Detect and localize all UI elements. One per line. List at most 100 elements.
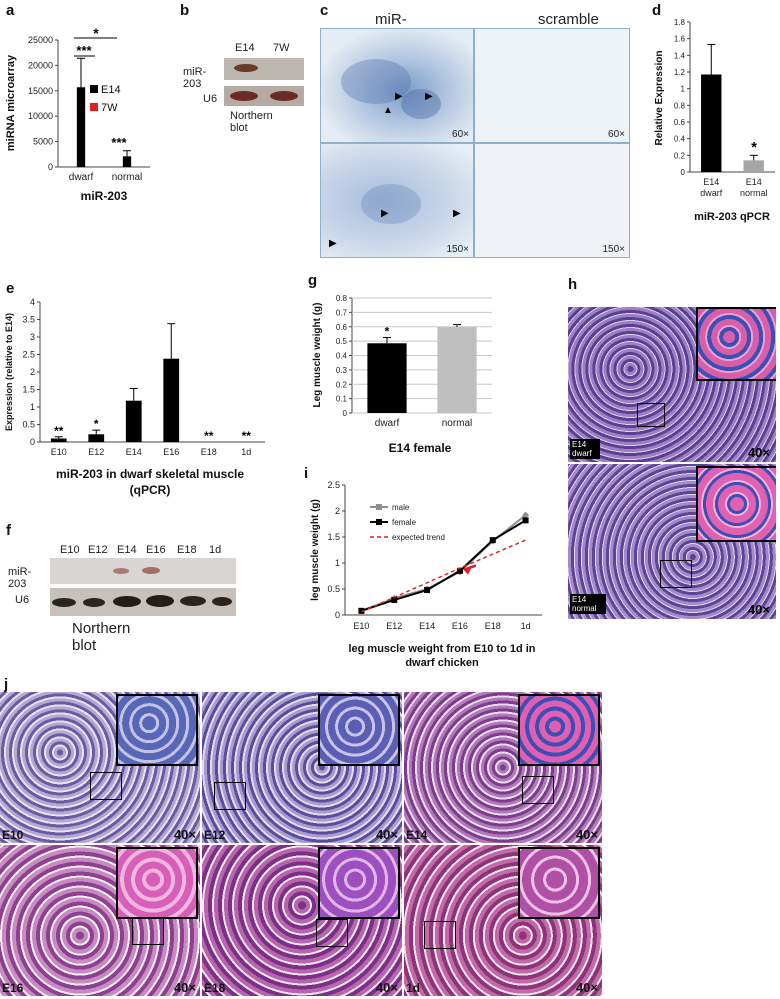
- x-axis-label: leg muscle weight from E10 to 1d in: [348, 643, 535, 655]
- zoom-region-box: [90, 772, 122, 800]
- chart-i: 0 0.5 1 1.5 2 2.5 E10 E12 E14 E16 E18 1d male female e…: [310, 480, 542, 669]
- panel-letter: c: [320, 2, 329, 19]
- legend-marker: [376, 504, 382, 510]
- bar: [367, 343, 407, 413]
- zoom-inset: [518, 694, 600, 766]
- chart-d: 00.20.40.60.811.21.41.61.8E14dwarfE14nor…: [654, 18, 775, 223]
- x-tick-label: E12: [386, 621, 402, 631]
- series-line: [361, 539, 526, 613]
- x-tick-label: E16: [452, 621, 468, 631]
- x-axis-label: E14 female: [389, 441, 452, 455]
- y-tick-label: 1.4: [674, 51, 686, 60]
- significance-mark: *: [751, 139, 757, 156]
- panel-letter: j: [4, 676, 9, 693]
- data-point: [456, 567, 463, 574]
- northern-blot-band: [224, 58, 304, 80]
- data-point: [522, 517, 529, 524]
- legend-label: E14: [101, 84, 121, 96]
- y-tick-label: 0.6: [674, 118, 686, 127]
- bar: [50, 438, 67, 442]
- magnification-label: 40×: [747, 445, 770, 460]
- data-point: [489, 537, 496, 544]
- data-point: [391, 596, 398, 603]
- panel-letter: i: [304, 465, 309, 482]
- y-axis-label: Expression (relative to E14): [4, 313, 14, 431]
- y-tick-label: 0.4: [674, 135, 686, 144]
- magnification-label: 40×: [575, 980, 598, 995]
- y-tick-label: 20000: [28, 60, 53, 70]
- chart-a: 0 5000 10000 15000 20000 25000 dwarf normal miRN…: [5, 25, 150, 203]
- sample-tag: E14: [406, 828, 428, 842]
- panel-letter: a: [6, 2, 15, 19]
- x-tick-label: E14: [746, 177, 762, 187]
- y-tick-label: 0.3: [336, 366, 348, 375]
- y-axis-label: Relative Expression: [654, 50, 665, 145]
- sample-tag: E16: [2, 981, 24, 995]
- zoom-inset: [318, 847, 400, 919]
- significance-mark: *: [93, 25, 99, 41]
- y-tick-label: 0.6: [336, 323, 348, 332]
- blot-col-label: E18: [177, 544, 197, 556]
- ish-image-scramble-150x: 150×: [474, 143, 630, 258]
- significance-mark: *: [385, 325, 390, 339]
- y-tick-label: 1.2: [674, 68, 686, 77]
- zoom-region-box: [316, 919, 348, 947]
- ish-image-mir203-60x: ▲ ▶ ▶ 60×: [320, 28, 474, 143]
- blot-row-label: miR-203: [8, 566, 32, 590]
- zoom-inset: [518, 847, 600, 919]
- y-tick-label: 10000: [28, 111, 53, 121]
- y-tick-label: 0: [343, 409, 348, 418]
- x-axis-label: dwarf chicken: [405, 657, 479, 669]
- x-tick-label: E10: [353, 621, 369, 631]
- x-tick-label: E18: [485, 621, 501, 631]
- bar: [88, 434, 105, 442]
- significance-mark: **: [204, 429, 214, 443]
- y-tick-label: 2.5: [22, 350, 35, 360]
- sample-tag: E14 normal: [570, 594, 606, 614]
- bar: [437, 326, 477, 413]
- zoom-region-box: [214, 782, 246, 810]
- panel-letter: h: [568, 276, 578, 293]
- chart-e: 0 0.5 1 1.5 2 2.5 3 3.5 4 E10 E12 E14 E16 E18 1d Expres…: [4, 297, 265, 497]
- sample-tag: 1d: [406, 981, 421, 995]
- chart-g: 0 0.1 0.2 0.3 0.4 0.5 0.6 0.7 0.8 dwarf normal Leg …: [312, 294, 492, 455]
- legend-label: expected trend: [392, 533, 445, 542]
- y-tick-label: 0.5: [327, 584, 340, 594]
- series-line: [361, 519, 527, 612]
- magnification-label: 40×: [575, 827, 598, 842]
- y-tick-label: 1: [335, 558, 340, 568]
- x-axis-label: (qPCR): [130, 483, 171, 497]
- column-header: scramble: [538, 11, 599, 28]
- y-tick-label: 0.8: [336, 294, 348, 303]
- x-tick-label: E12: [88, 447, 104, 457]
- magnification-label: 150×: [602, 244, 625, 255]
- significance-mark: **: [242, 429, 252, 443]
- x-axis-label: miR-203: [81, 189, 128, 203]
- bar: [701, 74, 722, 172]
- y-tick-label: 0: [48, 162, 53, 172]
- he-stain-image: E14 40×: [404, 692, 602, 843]
- blot-col-label: E10: [60, 544, 80, 556]
- u6-blot-band: [50, 588, 236, 616]
- series-line: [361, 514, 527, 612]
- y-tick-label: 0.2: [336, 380, 348, 389]
- he-stain-image: 1d 40×: [404, 845, 602, 996]
- blot-col-label: E14: [117, 544, 137, 556]
- magnification-label: 40×: [375, 827, 398, 842]
- ish-image-mir203-150x: ▶ ▶ ▶ 150×: [320, 143, 474, 258]
- zoom-inset: [116, 847, 198, 919]
- y-tick-label: 3.5: [22, 315, 35, 325]
- y-tick-label: 0.5: [336, 337, 348, 346]
- magnification-label: 40×: [747, 602, 770, 617]
- legend-label: male: [392, 503, 410, 512]
- sample-tag: E10: [2, 828, 24, 842]
- y-tick-label: 1.6: [674, 35, 686, 44]
- u6-blot-band: [224, 86, 304, 106]
- zoom-region-box: [424, 921, 456, 949]
- y-tick-label: 4: [30, 297, 35, 307]
- bar: [163, 358, 180, 442]
- y-tick-label: 0: [681, 168, 686, 177]
- x-tick-label: dwarf: [700, 188, 723, 198]
- zoom-inset: [116, 694, 198, 766]
- y-axis-label: miRNA microarray: [5, 54, 17, 151]
